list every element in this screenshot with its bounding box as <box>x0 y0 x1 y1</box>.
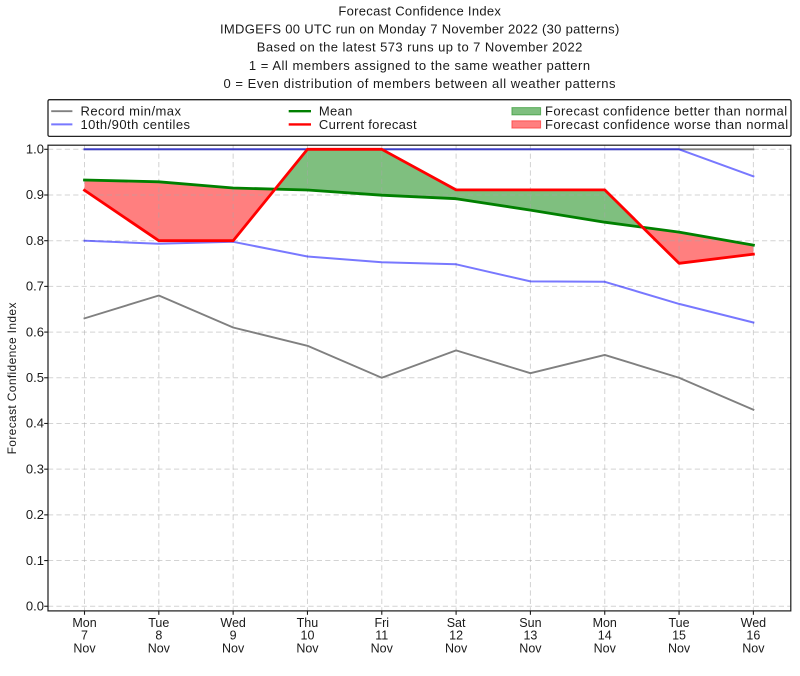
svg-text:Nov: Nov <box>371 641 394 655</box>
svg-text:Nov: Nov <box>222 641 245 655</box>
svg-text:8: 8 <box>155 629 162 643</box>
svg-text:Current forecast: Current forecast <box>319 117 417 132</box>
svg-text:Based on the latest 573 runs u: Based on the latest 573 runs up to 7 Nov… <box>257 40 583 55</box>
svg-text:Wed: Wed <box>220 616 246 630</box>
svg-text:Mean: Mean <box>319 104 353 119</box>
svg-text:Tue: Tue <box>148 616 169 630</box>
svg-text:0.8: 0.8 <box>26 233 44 248</box>
svg-text:Sat: Sat <box>447 616 466 630</box>
svg-text:Forecast confidence worse than: Forecast confidence worse than normal <box>545 117 789 132</box>
svg-text:Forecast Confidence Index: Forecast Confidence Index <box>5 302 19 454</box>
svg-text:0.0: 0.0 <box>26 598 44 613</box>
svg-text:1.0: 1.0 <box>26 142 44 157</box>
svg-text:15: 15 <box>672 629 686 643</box>
svg-text:12: 12 <box>449 629 463 643</box>
svg-text:0.2: 0.2 <box>26 507 44 522</box>
svg-text:Thu: Thu <box>297 616 319 630</box>
svg-text:16: 16 <box>746 629 760 643</box>
svg-text:Nov: Nov <box>594 641 617 655</box>
svg-text:1 = All members assigned to th: 1 = All members assigned to the same wea… <box>249 58 591 73</box>
svg-text:10th/90th centiles: 10th/90th centiles <box>81 117 191 132</box>
svg-text:Mon: Mon <box>72 616 96 630</box>
svg-text:Nov: Nov <box>742 641 765 655</box>
svg-text:0.4: 0.4 <box>26 416 44 431</box>
svg-text:Nov: Nov <box>519 641 542 655</box>
svg-text:0 = Even distribution of membe: 0 = Even distribution of members between… <box>224 76 617 91</box>
svg-text:Forecast confidence better tha: Forecast confidence better than normal <box>545 104 788 119</box>
svg-text:Forecast Confidence Index: Forecast Confidence Index <box>338 4 501 19</box>
svg-text:0.7: 0.7 <box>26 279 44 294</box>
svg-text:0.9: 0.9 <box>26 187 44 202</box>
svg-text:Fri: Fri <box>374 616 389 630</box>
svg-text:Mon: Mon <box>593 616 617 630</box>
svg-text:13: 13 <box>523 629 537 643</box>
svg-text:IMDGEFS 00 UTC run on Monday 7: IMDGEFS 00 UTC run on Monday 7 November … <box>220 22 620 37</box>
svg-text:Tue: Tue <box>669 616 690 630</box>
svg-text:Record min/max: Record min/max <box>81 104 182 119</box>
svg-text:11: 11 <box>375 629 388 643</box>
svg-text:10: 10 <box>301 629 315 643</box>
svg-text:7: 7 <box>81 629 88 643</box>
svg-text:0.1: 0.1 <box>26 553 44 568</box>
svg-text:Wed: Wed <box>741 616 767 630</box>
svg-text:Sun: Sun <box>519 616 541 630</box>
svg-text:Nov: Nov <box>73 641 96 655</box>
svg-text:0.6: 0.6 <box>26 324 44 339</box>
svg-text:Nov: Nov <box>148 641 171 655</box>
svg-text:Nov: Nov <box>668 641 691 655</box>
svg-text:9: 9 <box>230 629 237 643</box>
svg-text:0.5: 0.5 <box>26 370 44 385</box>
svg-text:Nov: Nov <box>445 641 468 655</box>
svg-text:0.3: 0.3 <box>26 461 44 476</box>
svg-text:Nov: Nov <box>296 641 319 655</box>
svg-text:14: 14 <box>598 629 612 643</box>
